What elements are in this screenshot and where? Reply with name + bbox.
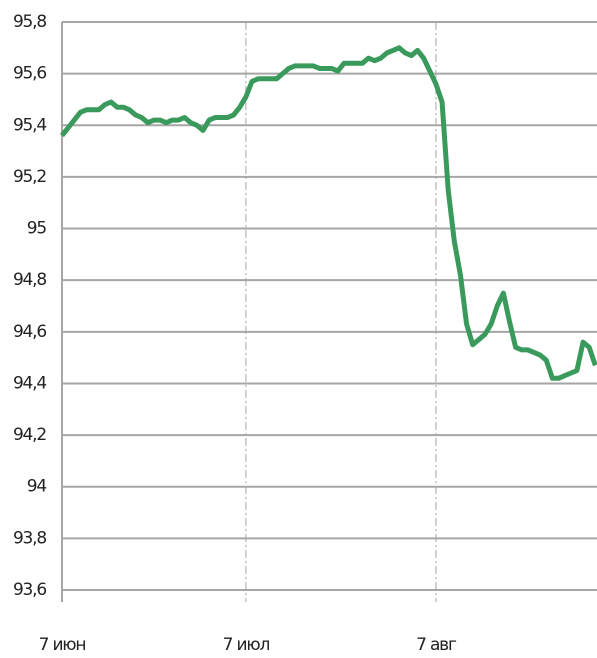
y-tick-label: 93,8 (13, 528, 46, 548)
y-tick-label: 95,4 (13, 115, 46, 135)
y-tick-label: 94,4 (13, 373, 46, 393)
x-tick-label: 7 авг (416, 635, 457, 655)
line-series (60, 45, 597, 381)
y-tick-label: 95,8 (13, 12, 46, 32)
y-tick-label: 94 (27, 477, 47, 497)
y-tick-label: 94,8 (13, 270, 46, 290)
y-tick-label: 94,6 (13, 322, 46, 342)
x-tick-label: 7 июл (223, 635, 270, 655)
y-tick-label: 95,2 (13, 167, 46, 187)
y-tick-label: 94,2 (13, 425, 46, 445)
y-tick-label: 95,6 (13, 64, 46, 84)
y-tick-label: 95 (27, 219, 47, 239)
x-tick-label: 7 июн (39, 635, 86, 655)
y-tick-label: 93,6 (13, 580, 46, 600)
